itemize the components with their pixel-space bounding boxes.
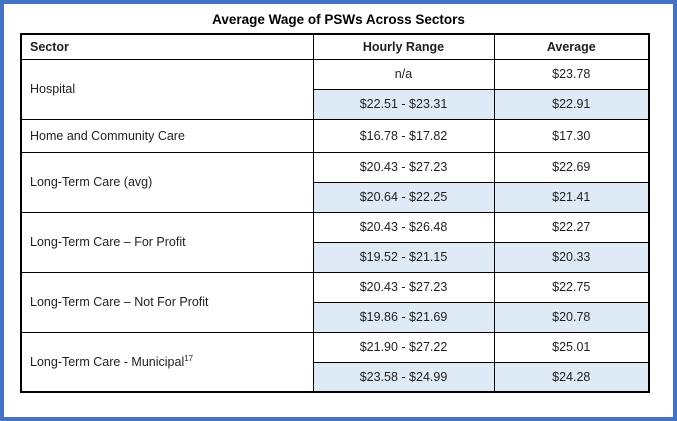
sector-label: Long-Term Care (avg) — [30, 175, 153, 189]
table-row: Long-Term Care - Municipal17 $21.90 - $27… — [20, 331, 650, 393]
hourly-range-cell: $16.78 - $17.82 — [312, 118, 495, 153]
column-header-average: Average — [493, 33, 650, 60]
average-cell: $20.78 — [493, 301, 650, 333]
average-cell: $24.28 — [493, 361, 650, 393]
average-cell: $21.41 — [493, 181, 650, 213]
table-row: $19.86 - $21.69 $20.78 — [21, 301, 650, 333]
average-cell: $17.30 — [493, 118, 650, 153]
average-cell: $22.69 — [493, 151, 650, 183]
average-cell: $20.33 — [493, 241, 650, 273]
table-row: Long-Term Care – Not For Profit $20.43 - … — [20, 271, 650, 333]
hourly-range-cell: $19.86 - $21.69 — [312, 301, 495, 333]
hourly-range-cell: $20.64 - $22.25 — [312, 181, 495, 213]
average-cell: $23.78 — [493, 58, 650, 90]
hourly-range-cell: $22.51 - $23.31 — [312, 88, 495, 120]
column-header-sector: Sector — [20, 33, 314, 60]
hourly-range-cell: $20.43 - $26.48 — [312, 211, 495, 243]
average-cell: $25.01 — [493, 331, 650, 363]
hourly-range-cell: $19.52 - $21.15 — [312, 241, 495, 273]
sector-cell: Long-Term Care - Municipal17 — [20, 331, 314, 393]
sector-cell: Hospital — [20, 58, 314, 120]
sector-label: Long-Term Care – For Profit — [30, 235, 186, 249]
page-title: Average Wage of PSWs Across Sectors — [212, 12, 465, 27]
table-row: Home and Community Care $16.78 - $17.82 $1… — [20, 118, 650, 153]
column-header-hourly-range: Hourly Range — [312, 33, 495, 60]
hourly-range-cell: $21.90 - $27.22 — [312, 331, 495, 363]
sector-label: Long-Term Care - Municipal — [30, 354, 185, 369]
table-row: Long-Term Care (avg) $20.43 - $27.23 $22.6… — [20, 151, 650, 213]
hourly-range-cell: $20.43 - $27.23 — [312, 271, 495, 303]
table-row: $20.64 - $22.25 $21.41 — [21, 181, 650, 213]
average-cell: $22.75 — [493, 271, 650, 303]
hourly-range-cell: $23.58 - $24.99 — [312, 361, 495, 393]
wage-table: Sector Hourly Range Average Hospital n/a $… — [20, 33, 650, 393]
hourly-range-cell: n/a — [312, 58, 495, 90]
wage-table-body: Hospital n/a $23.78 $22.51 - $23.31 $22.91 Ho… — [20, 58, 650, 393]
footnote-reference: 17 — [184, 353, 194, 363]
table-row: $19.52 - $21.15 $20.33 — [21, 241, 650, 273]
hourly-range-cell: $20.43 - $27.23 — [312, 151, 495, 183]
sector-cell: Long-Term Care – For Profit — [20, 211, 314, 273]
table-row: Long-Term Care – For Profit $20.43 - $26.… — [20, 211, 650, 273]
average-cell: $22.91 — [493, 88, 650, 120]
table-row: Hospital n/a $23.78 — [20, 58, 650, 120]
average-cell: $22.27 — [493, 211, 650, 243]
sector-label: Long-Term Care – Not For Profit — [30, 295, 209, 309]
table-row: $22.51 - $23.31 $22.91 — [21, 88, 650, 120]
sector-cell: Home and Community Care — [20, 118, 314, 153]
header-row: Sector Hourly Range Average — [20, 33, 650, 60]
sector-cell: Long-Term Care – Not For Profit — [20, 271, 314, 333]
sector-label: Home and Community Care — [30, 128, 185, 143]
wage-table-header: Sector Hourly Range Average — [20, 33, 650, 60]
sector-cell: Long-Term Care (avg) — [20, 151, 314, 213]
sector-label: Hospital — [30, 82, 76, 96]
table-row: $23.58 - $24.99 $24.28 — [21, 361, 650, 393]
